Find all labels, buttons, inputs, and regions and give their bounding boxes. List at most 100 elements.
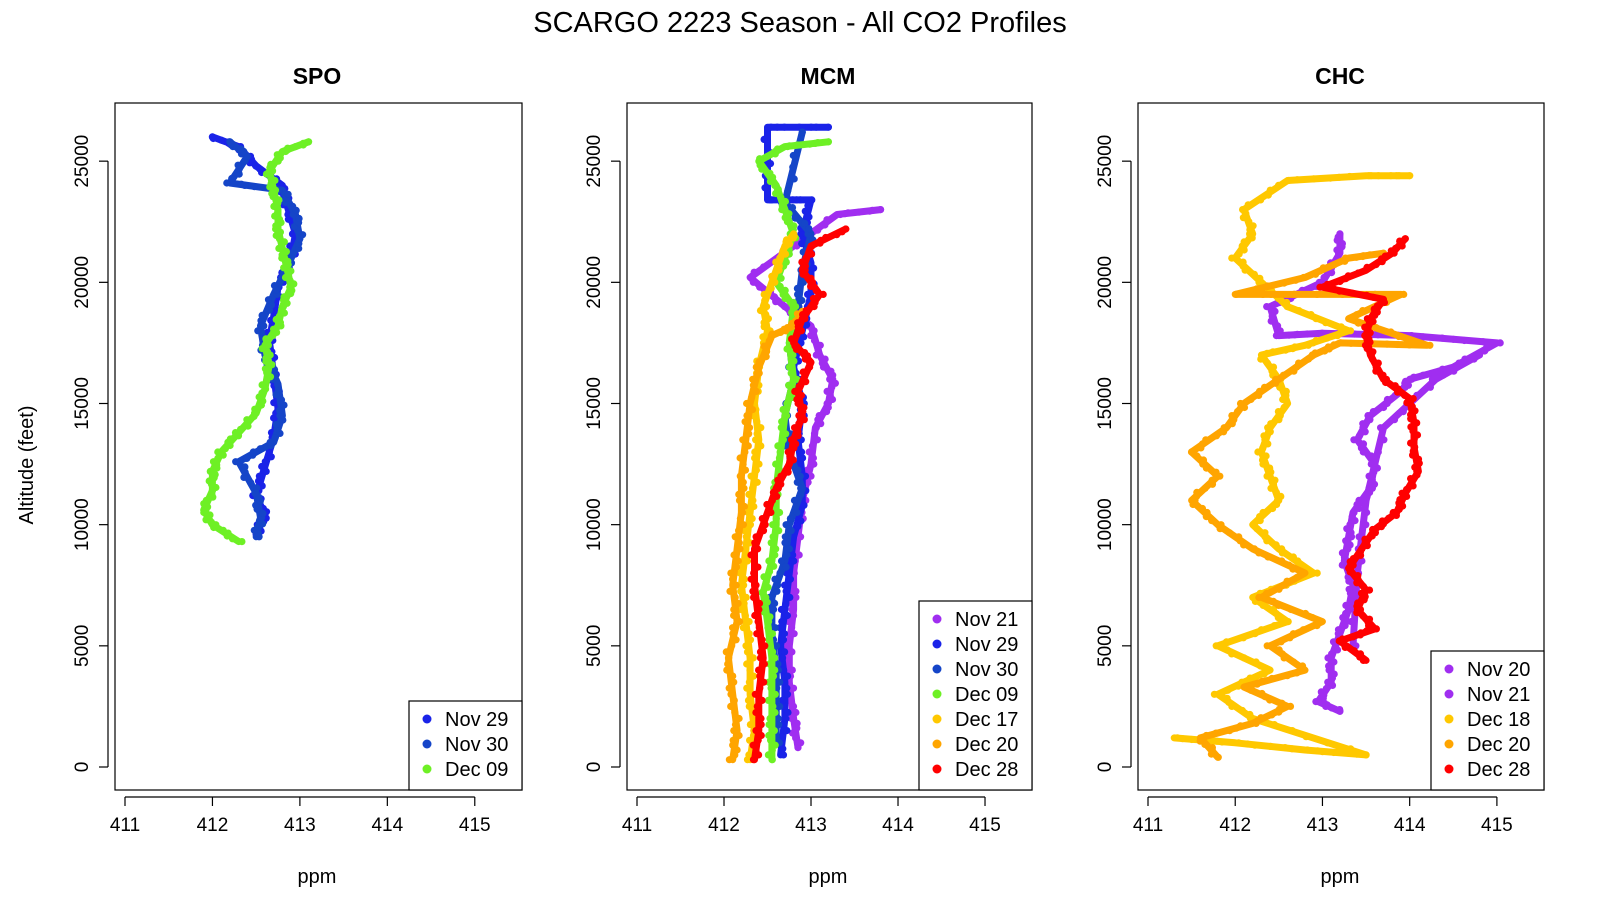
data-point <box>789 196 797 204</box>
data-point <box>771 741 779 749</box>
data-point <box>275 196 283 204</box>
data-point <box>752 436 760 444</box>
data-point <box>736 618 744 626</box>
series-dec-18 <box>1170 172 1414 759</box>
data-point <box>800 403 808 412</box>
data-point <box>768 630 777 638</box>
data-point <box>745 678 754 686</box>
data-point <box>780 721 788 729</box>
data-point <box>750 502 758 511</box>
data-point <box>774 714 782 723</box>
data-point <box>1295 307 1303 315</box>
data-point <box>788 335 796 343</box>
y-tick-label: 10000 <box>584 498 605 551</box>
data-point <box>732 581 740 589</box>
data-point <box>214 448 222 456</box>
data-point <box>1312 698 1320 706</box>
y-tick-label: 15000 <box>1095 377 1116 430</box>
data-point <box>785 210 793 218</box>
data-point <box>760 342 768 350</box>
data-point <box>759 263 768 271</box>
data-point <box>1252 658 1260 666</box>
data-point <box>1470 355 1478 363</box>
data-point <box>824 123 833 131</box>
data-point <box>1269 363 1278 371</box>
data-point <box>802 307 810 315</box>
data-point <box>276 412 284 420</box>
data-point <box>774 442 782 450</box>
data-point <box>1271 476 1279 484</box>
data-point <box>810 336 819 345</box>
y-tick-label: 25000 <box>584 135 605 188</box>
data-point <box>775 527 783 535</box>
data-point <box>750 569 758 577</box>
plot-frame <box>1137 102 1545 791</box>
data-point <box>1347 745 1355 753</box>
data-point <box>784 448 792 456</box>
y-tick-label: 25000 <box>72 135 93 188</box>
data-point <box>730 551 738 559</box>
data-point <box>758 636 766 644</box>
data-point <box>735 731 743 740</box>
data-point <box>237 180 245 188</box>
data-point <box>733 746 741 754</box>
panel-spo: SPO ppm 411 412 413 414 415 0 5000 10000 15000 20… <box>72 63 523 888</box>
data-point <box>1330 748 1338 757</box>
data-point <box>779 436 788 444</box>
data-point <box>731 721 740 729</box>
legend-marker <box>422 714 432 724</box>
data-point <box>231 429 240 437</box>
data-point <box>769 533 777 541</box>
legend-marker <box>1444 739 1454 749</box>
data-point <box>748 515 756 523</box>
data-point <box>1407 423 1415 431</box>
data-point <box>1426 383 1434 391</box>
data-point <box>739 478 747 486</box>
data-point <box>1208 517 1216 525</box>
data-point <box>1378 517 1386 525</box>
data-point <box>777 605 786 614</box>
data-point <box>270 325 278 333</box>
data-point <box>292 143 300 151</box>
data-point <box>1212 432 1221 440</box>
data-point <box>789 551 797 559</box>
data-point <box>794 466 802 474</box>
data-point <box>827 367 835 375</box>
data-point <box>1263 589 1271 597</box>
data-point <box>1322 319 1330 327</box>
data-point <box>1312 315 1320 323</box>
data-point <box>786 515 795 523</box>
data-point <box>772 460 780 468</box>
data-point <box>1326 174 1334 182</box>
data-point <box>287 267 295 275</box>
data-point <box>1315 618 1323 626</box>
data-point <box>760 678 768 686</box>
data-point <box>797 484 805 492</box>
x-tick-label: 414 <box>371 815 403 836</box>
data-point <box>793 508 801 517</box>
data-point <box>1355 533 1363 541</box>
data-point <box>1235 250 1243 258</box>
data-point <box>771 575 779 583</box>
data-point <box>1391 244 1400 252</box>
data-point <box>761 296 769 305</box>
data-point <box>1355 432 1364 440</box>
data-point <box>1401 391 1409 399</box>
data-point <box>727 702 735 711</box>
data-point <box>1202 436 1210 444</box>
data-point <box>267 316 275 324</box>
data-point <box>771 708 779 717</box>
data-point <box>743 412 751 420</box>
data-point <box>764 696 773 705</box>
legend-label: Nov 30 <box>445 734 508 756</box>
data-point <box>784 708 792 717</box>
data-point <box>1243 740 1251 748</box>
data-point <box>762 353 770 361</box>
data-point <box>750 672 758 680</box>
data-point <box>756 654 765 662</box>
data-point <box>749 381 758 389</box>
series-dec-28 <box>1316 235 1423 665</box>
data-point <box>729 575 737 583</box>
data-point <box>753 702 761 711</box>
